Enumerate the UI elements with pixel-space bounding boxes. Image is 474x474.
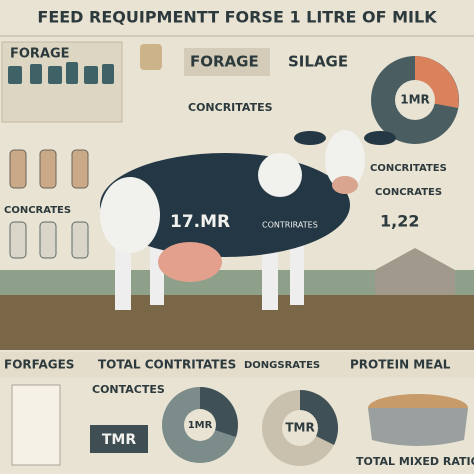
- cow-head: [325, 130, 365, 190]
- barn: [375, 248, 455, 300]
- footer-item: FORFAGES: [4, 358, 74, 372]
- cow-sublabel: CONTRIRATES: [262, 221, 318, 230]
- bottom-caption: TOTAL MIXED RATIO: [356, 455, 474, 468]
- pie-hole: [184, 409, 216, 441]
- cow-leg: [290, 240, 304, 305]
- cow-ear: [294, 131, 326, 145]
- bottles: [9, 221, 89, 259]
- footer-item: PROTEIN MEAL: [350, 358, 451, 372]
- label-box: [184, 48, 270, 76]
- hay-ground: [0, 295, 474, 350]
- bottom-heading: CONTACTES: [92, 383, 165, 396]
- panel-heading: SILAGE: [288, 53, 348, 71]
- panel-heading: CONCRITATES: [370, 163, 447, 174]
- panel-heading: CONCRITATES: [188, 101, 273, 114]
- cow-patch: [258, 153, 302, 197]
- jars-row: [8, 62, 114, 84]
- label-box: [90, 425, 148, 453]
- bottles: [9, 149, 89, 189]
- panel-heading: CONCRATES: [375, 187, 442, 198]
- footer-item: DONGSRATES: [244, 360, 320, 371]
- cow-label: 17.MR: [170, 212, 230, 232]
- footer-bar: [0, 352, 474, 378]
- footer-item: TOTAL CONTRITATES: [98, 358, 236, 372]
- bottom-label: TMR: [102, 432, 136, 448]
- cow-udder: [158, 242, 222, 282]
- cow: [100, 130, 396, 310]
- milk-glass: [11, 384, 61, 466]
- cow-ear: [364, 131, 396, 145]
- cow-leg: [262, 240, 278, 310]
- jar: [140, 44, 162, 70]
- panel-heading: FORAGE: [10, 47, 70, 62]
- pie-label: 1MR: [188, 420, 213, 431]
- panel-heading: CONCRATES: [4, 205, 71, 216]
- title: FEED REQUIPMENTT FORSE 1 LITRE OF MILK: [37, 8, 437, 27]
- pie-label: TMR: [285, 421, 314, 435]
- cow-leg: [115, 240, 131, 310]
- pie-hole: [282, 410, 318, 446]
- cow-patch: [100, 177, 160, 253]
- panel-heading: FORAGE: [190, 53, 259, 71]
- cow-muzzle: [332, 176, 358, 194]
- pie-hole: [395, 80, 435, 120]
- value-text: 1,22: [380, 212, 419, 231]
- pie-label: 1MR: [400, 93, 430, 107]
- feed-bowl-side: [368, 408, 468, 446]
